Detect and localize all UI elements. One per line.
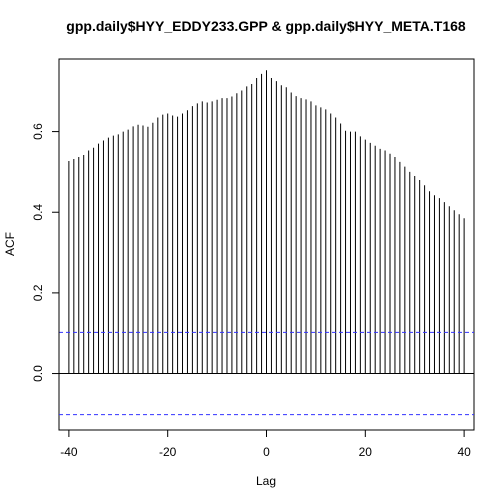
x-axis: -40 -20 0 20 40 xyxy=(60,429,471,459)
chart-title: gpp.daily$HYY_EDDY233.GPP & gpp.daily$HY… xyxy=(66,18,466,34)
y-tick-label: 0.2 xyxy=(31,284,45,301)
y-tick-label: 0.4 xyxy=(31,204,45,221)
acf-bars xyxy=(68,70,465,374)
y-tick-label: 0.0 xyxy=(31,365,45,382)
x-tick-label: 40 xyxy=(457,445,471,459)
y-axis: 0.0 0.2 0.4 0.6 xyxy=(31,123,60,382)
x-tick-label: 20 xyxy=(359,445,373,459)
y-tick-label: 0.6 xyxy=(31,123,45,140)
x-axis-label: Lag xyxy=(256,474,276,488)
x-tick-label: -40 xyxy=(60,445,78,459)
x-tick-label: 0 xyxy=(263,445,270,459)
y-axis-label: ACF xyxy=(3,232,17,256)
x-tick-label: -20 xyxy=(159,445,177,459)
